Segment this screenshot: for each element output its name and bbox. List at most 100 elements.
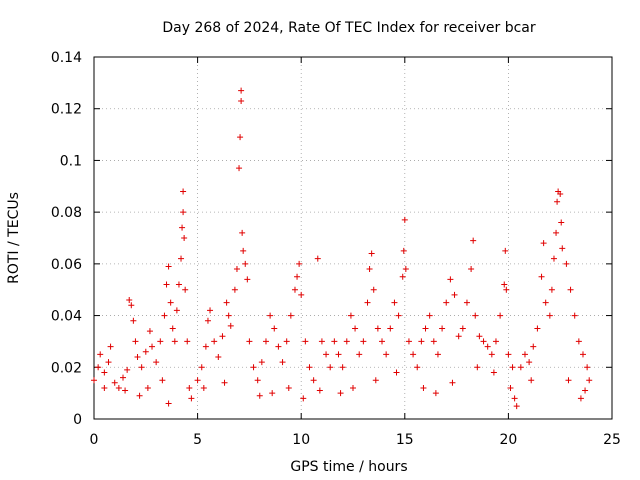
data-point xyxy=(474,364,481,371)
data-point xyxy=(136,392,143,399)
x-tick-labels: 0 5 10 15 20 25 xyxy=(90,432,621,448)
data-point xyxy=(285,384,292,391)
data-point xyxy=(582,387,589,394)
y-tick-label: 0.14 xyxy=(51,50,82,66)
data-point xyxy=(401,216,408,223)
data-point xyxy=(310,377,317,384)
data-point xyxy=(194,377,201,384)
data-point xyxy=(294,273,301,280)
data-point xyxy=(505,351,512,358)
data-point xyxy=(188,395,195,402)
data-point xyxy=(291,286,298,293)
data-point xyxy=(91,377,97,384)
data-points xyxy=(91,87,593,410)
data-point xyxy=(368,250,375,257)
y-tick-labels: 0 0.02 0.04 0.06 0.08 0.1 0.12 0.14 xyxy=(51,50,82,428)
x-tick-label: 15 xyxy=(396,432,414,448)
data-point xyxy=(526,359,533,366)
data-point xyxy=(364,299,371,306)
data-point xyxy=(343,338,350,345)
data-point xyxy=(331,338,338,345)
data-point xyxy=(314,255,321,262)
data-point xyxy=(492,338,499,345)
y-axis-label: ROTI / TECUs xyxy=(6,192,22,284)
y-tick-label: 0.1 xyxy=(60,153,82,169)
data-point xyxy=(374,325,381,332)
data-point xyxy=(221,379,228,386)
data-point xyxy=(169,325,176,332)
data-point xyxy=(402,266,409,273)
data-point xyxy=(463,299,470,306)
data-point xyxy=(422,325,429,332)
y-tick-label: 0.04 xyxy=(51,309,82,325)
data-point xyxy=(240,247,247,254)
data-point xyxy=(181,235,188,241)
data-point xyxy=(548,286,555,293)
data-point xyxy=(198,364,205,371)
data-point xyxy=(484,343,491,350)
data-point xyxy=(126,297,133,304)
data-point xyxy=(391,299,398,306)
data-point xyxy=(350,384,356,391)
x-axis-label: GPS time / hours xyxy=(290,459,407,475)
data-point xyxy=(352,325,359,332)
x-tick-label: 10 xyxy=(292,432,310,448)
data-point xyxy=(120,374,127,381)
data-point xyxy=(455,333,462,340)
data-point xyxy=(146,328,153,335)
data-point xyxy=(144,384,151,391)
data-point xyxy=(239,229,246,236)
x-tick-label: 20 xyxy=(499,432,517,448)
data-point xyxy=(238,97,245,104)
data-point xyxy=(267,312,274,319)
data-point xyxy=(538,273,545,280)
data-point xyxy=(159,377,166,384)
data-point xyxy=(296,260,303,267)
data-point xyxy=(175,281,182,288)
data-point xyxy=(502,247,509,254)
data-point xyxy=(184,338,191,345)
data-point xyxy=(124,366,131,373)
data-point xyxy=(316,387,323,394)
data-point xyxy=(335,351,342,358)
data-point xyxy=(318,338,325,345)
y-tick-label: 0.12 xyxy=(51,102,82,118)
data-point xyxy=(256,392,263,399)
data-point xyxy=(366,266,373,273)
data-point xyxy=(254,377,261,384)
data-point xyxy=(356,351,363,358)
data-point xyxy=(107,343,114,350)
data-point xyxy=(432,390,439,397)
data-point xyxy=(306,364,313,371)
data-point xyxy=(200,384,207,391)
data-point xyxy=(157,338,164,345)
data-point xyxy=(130,317,137,324)
data-point xyxy=(459,325,466,332)
data-point xyxy=(223,299,230,306)
data-point xyxy=(279,359,286,366)
data-point xyxy=(575,338,582,345)
data-point xyxy=(511,395,518,402)
data-point xyxy=(540,240,547,247)
data-point xyxy=(472,312,479,319)
data-point xyxy=(161,312,168,319)
data-point xyxy=(534,325,541,332)
data-point xyxy=(490,369,497,376)
data-point xyxy=(488,351,495,358)
data-point xyxy=(347,312,354,319)
data-point xyxy=(337,390,344,397)
data-point xyxy=(559,245,566,252)
y-tick-label: 0 xyxy=(73,412,82,428)
data-point xyxy=(165,263,172,270)
data-point xyxy=(165,400,172,407)
data-point xyxy=(430,338,437,345)
data-point xyxy=(238,87,245,94)
data-point xyxy=(225,312,232,319)
data-point xyxy=(379,338,386,345)
data-point xyxy=(298,291,305,298)
data-point xyxy=(400,247,407,254)
data-point xyxy=(128,302,135,309)
data-point xyxy=(271,325,278,332)
data-point xyxy=(565,377,572,384)
data-point xyxy=(521,351,528,358)
